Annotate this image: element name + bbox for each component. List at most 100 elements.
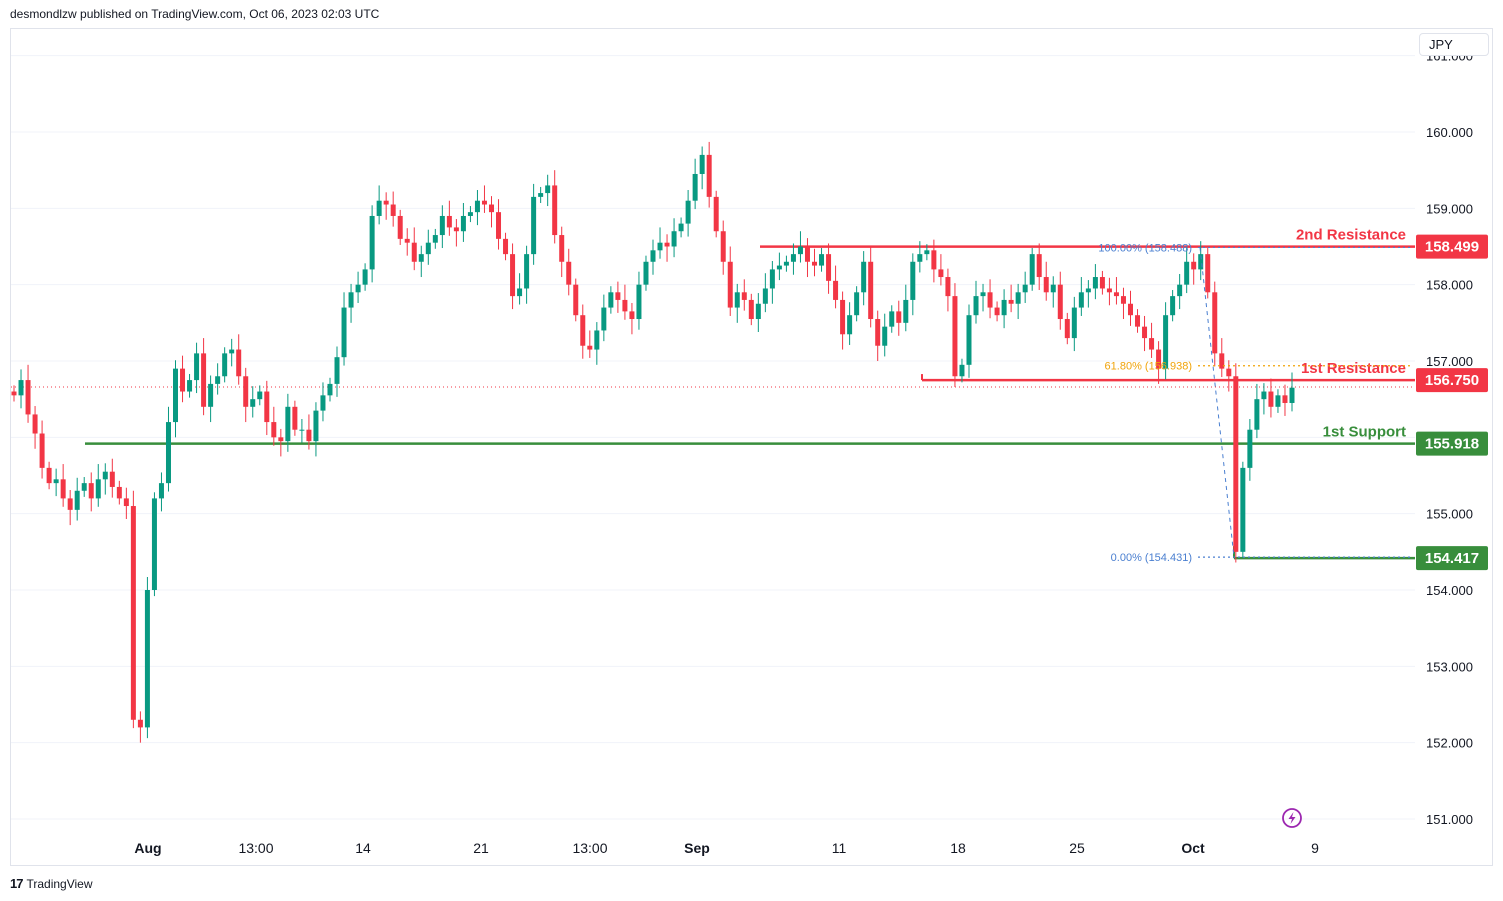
tradingview-footer[interactable]: 17 TradingView bbox=[10, 876, 93, 891]
candle-body bbox=[18, 380, 24, 396]
candle-body bbox=[1275, 395, 1281, 407]
candle-body bbox=[797, 246, 803, 255]
chart-grid bbox=[11, 55, 1415, 820]
candle-body bbox=[854, 292, 860, 316]
fib-level-label: 0.00% (154.431) bbox=[1111, 552, 1192, 564]
candle-body bbox=[187, 380, 193, 392]
candle-body bbox=[278, 437, 284, 442]
candle-body bbox=[432, 235, 438, 243]
level-lines: 2nd Resistance 1st Resistance 1st Support bbox=[11, 227, 1415, 560]
candle-body bbox=[608, 292, 614, 308]
time-tick-label: 9 bbox=[1311, 840, 1319, 856]
candle-body bbox=[924, 250, 930, 255]
candle-body bbox=[510, 254, 516, 297]
candle-body bbox=[481, 200, 487, 205]
candle-body bbox=[1268, 391, 1274, 407]
candle-body bbox=[573, 284, 579, 316]
candle-body bbox=[1029, 254, 1035, 285]
candle-body bbox=[376, 200, 382, 216]
candle-body bbox=[257, 391, 263, 400]
candle-body bbox=[1092, 277, 1098, 289]
candle-body bbox=[285, 406, 291, 442]
candle-body bbox=[812, 261, 818, 266]
candle-body bbox=[699, 154, 705, 174]
candle-body bbox=[910, 261, 916, 300]
candle-body bbox=[460, 215, 466, 232]
candle-body bbox=[1247, 429, 1253, 468]
time-tick-label: 11 bbox=[832, 840, 847, 856]
candle-body bbox=[671, 231, 677, 247]
candle-body bbox=[1064, 319, 1070, 339]
candle-body bbox=[650, 250, 656, 262]
level-price-tag bbox=[1416, 546, 1488, 571]
candle-body bbox=[222, 353, 228, 377]
candle-body bbox=[243, 376, 249, 407]
candle-body bbox=[74, 490, 80, 510]
price-tick-label: 152.000 bbox=[1426, 736, 1473, 751]
level-price-tag-label: 158.499 bbox=[1425, 239, 1479, 256]
candle-body bbox=[215, 376, 221, 384]
candle-body bbox=[201, 353, 207, 407]
candle-body bbox=[980, 292, 986, 297]
lightning-icon[interactable] bbox=[1282, 808, 1302, 828]
level-tags: 158.499 156.750 155.918 154.417 bbox=[1416, 234, 1488, 571]
candle-body bbox=[334, 357, 340, 384]
candle-body bbox=[748, 299, 754, 320]
candle-body bbox=[545, 185, 551, 194]
time-tick-label: 13:00 bbox=[572, 840, 607, 856]
candle-body bbox=[418, 254, 424, 262]
candle-body bbox=[692, 173, 698, 201]
time-tick-label: 18 bbox=[950, 840, 966, 856]
candle-body bbox=[517, 288, 523, 297]
candle-body bbox=[903, 299, 909, 323]
candle-body bbox=[840, 299, 846, 335]
candle-body bbox=[819, 254, 825, 266]
candle-body bbox=[411, 242, 417, 262]
candle-body bbox=[1008, 299, 1014, 304]
candle-body bbox=[538, 193, 544, 197]
candle-body bbox=[81, 483, 87, 491]
candle-body bbox=[53, 479, 59, 484]
fib-level-label: 61.80% (156.938) bbox=[1105, 361, 1192, 373]
candle-body bbox=[1071, 307, 1077, 339]
candle-body bbox=[306, 429, 312, 442]
candle-body bbox=[327, 383, 333, 396]
candle-body bbox=[1261, 391, 1267, 400]
candle-body bbox=[404, 238, 410, 243]
candle-body bbox=[734, 292, 740, 308]
candle-body bbox=[1233, 376, 1239, 552]
candle-body bbox=[25, 380, 31, 415]
candle-body bbox=[524, 254, 530, 289]
candle-body bbox=[250, 399, 256, 407]
candle-body bbox=[488, 204, 494, 213]
candle-body bbox=[587, 345, 593, 350]
candle-body bbox=[1142, 326, 1148, 339]
candle-body bbox=[123, 498, 129, 507]
candle-body bbox=[566, 261, 572, 285]
candle-body bbox=[1226, 368, 1232, 377]
candle-body bbox=[896, 311, 902, 323]
candle-body bbox=[271, 422, 277, 438]
candle-body bbox=[636, 284, 642, 320]
candle-body bbox=[1050, 284, 1056, 293]
candle-body bbox=[531, 196, 537, 255]
candle-body bbox=[952, 296, 958, 377]
candle-body bbox=[439, 215, 445, 236]
candle-body bbox=[783, 261, 789, 266]
candle-body bbox=[629, 311, 635, 320]
candle-body bbox=[32, 414, 38, 434]
candle-body bbox=[776, 265, 782, 270]
candle-body bbox=[678, 223, 684, 232]
price-tick-label: 151.000 bbox=[1426, 812, 1473, 827]
candle-body bbox=[615, 292, 621, 300]
candle-body bbox=[1099, 277, 1105, 289]
candle-body bbox=[1289, 387, 1295, 403]
level-price-tag-label: 156.750 bbox=[1425, 372, 1479, 389]
candle-body bbox=[109, 471, 115, 487]
level-price-tag-label: 154.417 bbox=[1425, 550, 1479, 567]
candle-body bbox=[95, 479, 101, 499]
candle-body bbox=[313, 410, 319, 442]
currency-button[interactable]: JPY bbox=[1419, 33, 1489, 56]
candle-body bbox=[341, 307, 347, 358]
